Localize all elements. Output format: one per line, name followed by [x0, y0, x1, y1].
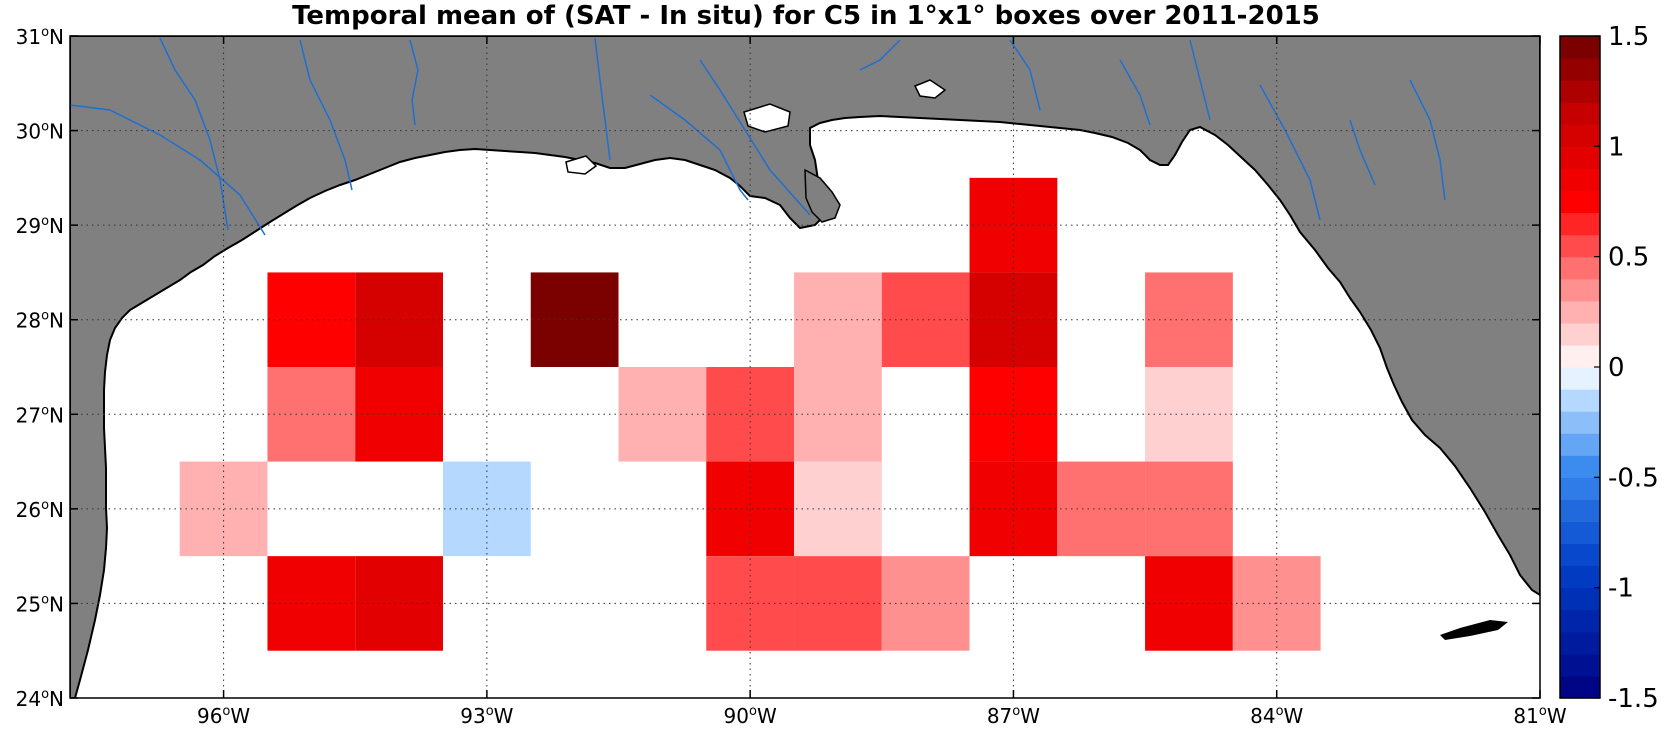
heatmap-cell [794, 272, 882, 367]
colorbar-segment [1560, 477, 1600, 500]
colorbar-segment [1560, 587, 1600, 611]
colorbar-tick-label: 0.5 [1608, 243, 1649, 273]
colorbar-segment [1560, 499, 1600, 523]
colorbar-segment [1560, 433, 1600, 456]
colorbar-segment [1560, 653, 1600, 677]
colorbar-tick-label: 1 [1608, 132, 1625, 162]
colorbar-segment [1560, 190, 1600, 214]
x-tick-label: 90oW [724, 704, 777, 728]
colorbar-segment [1560, 146, 1600, 169]
colorbar-segment [1560, 675, 1600, 699]
river [1259, 84, 1321, 221]
river [1119, 59, 1151, 126]
colorbar-tick-label: 1.5 [1608, 22, 1649, 52]
y-tick-label: 27oN [16, 403, 64, 427]
y-axis-ticks: 24oN 25oN 26oN 27oN 28oN 29oN 30oN 31oN [16, 25, 64, 711]
florida-keys [1440, 620, 1508, 640]
colorbar [1559, 35, 1601, 699]
colorbar-segment [1560, 58, 1600, 81]
colorbar-segment [1560, 124, 1600, 147]
river [1409, 79, 1446, 201]
heatmap-cells [179, 177, 1321, 651]
land-layer [70, 36, 1540, 698]
barrier-island [913, 79, 947, 99]
river [594, 37, 611, 161]
y-tick-label: 28oN [16, 309, 64, 333]
x-tick-label: 84oW [1250, 704, 1303, 728]
river [70, 104, 266, 236]
colorbar-segment [1560, 80, 1600, 103]
colorbar-segment [1560, 256, 1600, 280]
river [1349, 119, 1376, 186]
heatmap-cell [794, 556, 882, 651]
river [649, 94, 749, 201]
river-layer [70, 37, 1446, 236]
colorbar-tick-label: -0.5 [1608, 463, 1659, 493]
colorbar-segment [1560, 168, 1600, 192]
heatmap-cell [267, 272, 356, 367]
y-tick-label: 24oN [16, 687, 64, 711]
river [1009, 39, 1041, 111]
heatmap-cell [179, 461, 268, 557]
colorbar-tick-label: -1 [1608, 574, 1634, 604]
heatmap-cell [794, 461, 882, 557]
heatmap-cell [267, 367, 356, 462]
colorbar-segment [1560, 322, 1600, 346]
heatmap-cell [267, 556, 356, 651]
y-tick-label: 31oN [16, 25, 64, 49]
colorbar-segment [1560, 521, 1600, 545]
heatmap-cell [794, 367, 882, 462]
colorbar-segment [1560, 543, 1600, 567]
colorbar-segment [1560, 631, 1600, 655]
colorbar-segment [1560, 367, 1600, 390]
river [409, 39, 419, 126]
colorbar-segment [1560, 36, 1600, 59]
river [299, 39, 353, 191]
x-tick-label: 93oW [460, 704, 513, 728]
graticule-grid [70, 35, 1541, 699]
colorbar-segment [1560, 411, 1600, 434]
colorbar-segment [1560, 234, 1600, 258]
map-title: Temporal mean of (SAT - In situ) for C5 … [292, 1, 1320, 31]
coastal-lake [743, 103, 791, 133]
coastal-bay [565, 155, 598, 175]
colorbar-segment [1560, 565, 1600, 589]
colorbar-segment [1560, 389, 1600, 412]
mississippi-delta [804, 168, 841, 223]
land-mass [70, 36, 1540, 698]
colorbar-ticks: 1.5 1 0.5 0 -0.5 -1 -1.5 [1594, 22, 1659, 714]
river [699, 59, 811, 216]
colorbar-segment [1560, 344, 1600, 368]
colorbar-segment [1560, 300, 1600, 324]
y-tick-label: 29oN [16, 214, 64, 238]
colorbar-tick-label: -1.5 [1608, 684, 1659, 714]
y-tick-label: 25oN [16, 592, 64, 616]
river [159, 37, 229, 231]
river [859, 39, 901, 71]
x-tick-label: 87oW [987, 704, 1040, 728]
colorbar-segment [1560, 278, 1600, 302]
colorbar-segment [1560, 455, 1600, 478]
x-tick-label: 96oW [197, 704, 250, 728]
colorbar-segment [1560, 102, 1600, 125]
colorbar-tick-label: 0 [1608, 353, 1625, 383]
colorbar-segment [1560, 609, 1600, 633]
colorbar-segment [1560, 212, 1600, 236]
x-axis-ticks: 96oW 93oW 90oW 87oW 84oW 81oW [197, 704, 1567, 728]
y-tick-label: 26oN [16, 498, 64, 522]
y-tick-label: 30oN [16, 120, 64, 144]
x-tick-label: 81oW [1513, 704, 1566, 728]
river [1189, 39, 1211, 121]
map-frame [69, 35, 1541, 699]
